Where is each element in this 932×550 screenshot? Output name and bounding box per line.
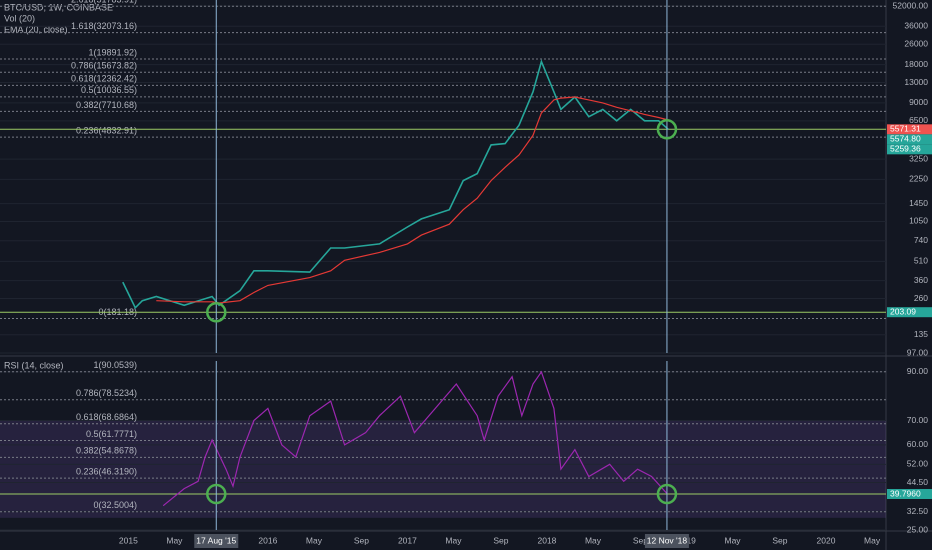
date-badge-label: 17 Aug '15 <box>196 535 236 545</box>
y-tick-label: 26000 <box>904 39 928 49</box>
fib-label: 0.786(15673.82) <box>71 61 137 71</box>
y-tick-label: 510 <box>914 256 928 266</box>
y-tick-label: 52.00 <box>907 459 929 469</box>
fib-label: 0.382(54.8678) <box>76 446 137 456</box>
fib-label: 0.382(7710.68) <box>76 100 137 110</box>
rsi-label: RSI (14, close) <box>4 360 64 370</box>
fib-label: 0.618(68.6864) <box>76 412 137 422</box>
price-badge <box>887 307 932 318</box>
series-line <box>156 96 669 304</box>
fib-label: 2.618(51783.91) <box>71 0 137 5</box>
ema-label: EMA (20, close) <box>4 24 68 34</box>
date-badge <box>644 534 689 548</box>
x-tick-label: Sep <box>354 535 369 545</box>
y-tick-label: 1050 <box>909 216 928 226</box>
fib-label: 0.618(12362.42) <box>71 74 137 84</box>
x-tick-label: 2020 <box>817 535 836 545</box>
highlight-circle <box>656 119 678 140</box>
fib-label: 0.5(10036.55) <box>81 85 137 95</box>
series-line <box>162 370 668 507</box>
fib-label: 0.236(46.3190) <box>76 467 137 477</box>
y-tick-label: 44.50 <box>907 477 929 487</box>
fib-label: 0(32.5004) <box>93 500 137 510</box>
y-tick-label: 36000 <box>904 21 928 31</box>
y-tick-label: 18000 <box>904 59 928 69</box>
price-badge-label: 39.7960 <box>890 488 921 498</box>
y-tick-label: 360 <box>914 275 928 285</box>
y-tick-label: 52000.00 <box>893 0 929 10</box>
highlight-circle <box>206 483 227 505</box>
x-tick-label: 2017 <box>398 535 417 545</box>
y-tick-label: 9000 <box>909 97 928 107</box>
x-tick-label: May <box>585 535 602 545</box>
x-tick-label: May <box>166 535 183 545</box>
x-tick-label: 2015 <box>119 535 138 545</box>
fib-label: 0.786(78.5234) <box>76 388 137 398</box>
x-tick-label: 2016 <box>258 535 277 545</box>
highlight-circle <box>206 301 227 323</box>
y-tick-label: 260 <box>914 293 928 303</box>
x-tick-label: May <box>445 535 462 545</box>
fib-label: 1.618(32073.16) <box>71 21 137 31</box>
price-badge <box>887 489 932 500</box>
fib-label: 0.5(61.7771) <box>86 429 137 439</box>
x-tick-label: May <box>306 535 323 545</box>
series-line <box>122 59 669 310</box>
x-tick-label: Sep <box>493 535 508 545</box>
highlight-circle <box>656 483 678 505</box>
y-tick-label: 60.00 <box>907 439 929 449</box>
y-tick-label: 90.00 <box>907 366 929 376</box>
fib-label: 1(19891.92) <box>88 47 137 57</box>
x-tick-label: 2018 <box>537 535 556 545</box>
price-badge <box>887 124 932 135</box>
price-badge <box>887 134 932 145</box>
fib-label: 0.236(4832.91) <box>76 126 137 136</box>
y-tick-label: 70.00 <box>907 415 929 425</box>
y-tick-label: 135 <box>914 329 928 339</box>
y-tick-label: 13000 <box>904 77 928 87</box>
price-badge-label: 203.09 <box>890 306 916 316</box>
y-tick-label: 25.00 <box>907 524 929 534</box>
y-tick-label: 740 <box>914 235 928 245</box>
price-badge-label: 5574.80 <box>890 134 921 144</box>
price-badge <box>887 144 932 155</box>
symbol-label: BTC/USD, 1W, COINBASE <box>4 2 113 12</box>
x-tick-label: Sep <box>633 535 648 545</box>
date-badge <box>194 534 239 548</box>
volume-label: Vol (20) <box>4 13 35 23</box>
price-badge-label: 5259.36 <box>890 144 921 154</box>
fib-label: 1(90.0539) <box>93 360 137 370</box>
price-badge-label: 5571.31 <box>890 124 921 134</box>
y-tick-label: 6500 <box>909 115 928 125</box>
y-tick-label: 2250 <box>909 174 928 184</box>
x-tick-label: Sep <box>772 535 787 545</box>
y-tick-label: 97.00 <box>907 347 929 357</box>
y-tick-label: 32.50 <box>907 506 929 516</box>
x-tick-label: May <box>864 535 881 545</box>
y-tick-label: 3250 <box>909 153 928 163</box>
date-badge-label: 12 Nov '18 <box>647 535 688 545</box>
x-tick-label: May <box>724 535 741 545</box>
rsi-band <box>0 420 886 518</box>
y-tick-label: 1450 <box>909 198 928 208</box>
